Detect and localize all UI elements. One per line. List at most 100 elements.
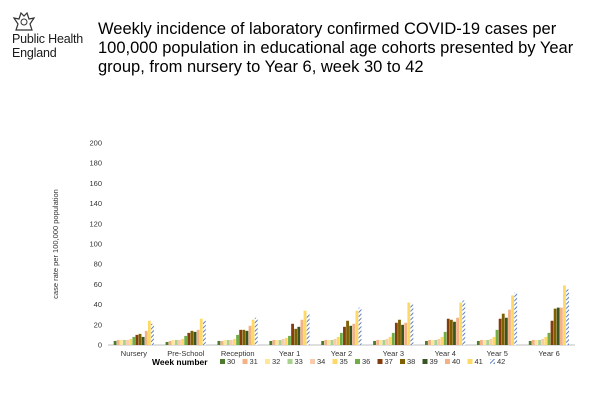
bar-reception-week-33: [226, 339, 230, 345]
bar-year-2-week-37: [343, 326, 346, 345]
bar-reception-week-42: [254, 317, 258, 345]
bar-nursery-week-34: [126, 339, 129, 345]
bar-year-5-week-37: [498, 318, 502, 345]
axes: 0 20 40 60 80 100 120 140 160 180 200 case rate per…: [51, 139, 575, 350]
bar-year-4-week-37: [446, 318, 450, 345]
y-tick-label: 140: [89, 199, 102, 208]
bar-nursery-week-40: [144, 330, 148, 345]
bar-year-6-week-30: [528, 340, 532, 345]
bar-nursery-week-33: [123, 339, 126, 345]
y-tick-label: 160: [89, 179, 102, 188]
org-name-line2: England: [12, 46, 57, 60]
bar-year-5-week-30: [476, 340, 480, 345]
legend: Week number 30 31 32 33 34 35 36 37 38 39 40 41 42: [152, 357, 505, 367]
y-tick-label: 40: [94, 300, 102, 309]
bar-year-2-week-33: [330, 339, 334, 345]
bar-year-4-week-32: [431, 339, 435, 345]
bar-year-1-week-30: [269, 340, 273, 345]
bar-year-4-week-42: [462, 300, 466, 345]
bar-year-3-week-38: [398, 319, 401, 345]
bar-nursery-week-42: [151, 323, 154, 345]
bar-year-2-week-40: [352, 323, 356, 345]
bar-year-4-week-39: [453, 321, 456, 345]
legend-label-week-36: 36: [362, 357, 370, 366]
bar-year-3-week-40: [404, 322, 408, 345]
legend-swatch-week-40: [445, 359, 450, 364]
x-category-label: Year 1: [279, 349, 300, 358]
bar-year-5-week-31: [480, 339, 483, 345]
bar-year-6-week-35: [544, 336, 548, 345]
bar-year-5-week-36: [495, 329, 499, 345]
bar-year-1-week-35: [284, 337, 288, 345]
bar-reception-week-31: [220, 340, 224, 345]
bar-year-3-week-41: [407, 302, 411, 345]
y-axis-label: case rate per 100,000 population: [51, 189, 60, 299]
bar-reception-week-41: [251, 319, 255, 345]
bar-year-4-week-41: [459, 302, 463, 345]
bar-pre-school-week-32: [171, 339, 175, 345]
legend-label-week-33: 33: [295, 357, 303, 366]
bar-year-2-week-34: [333, 338, 337, 345]
bar-year-4-week-36: [443, 331, 447, 345]
bar-year-6-week-31: [531, 339, 535, 345]
bar-year-6-week-36: [547, 332, 551, 345]
y-tick-label: 60: [94, 280, 102, 289]
y-tick-label: 200: [89, 139, 102, 148]
bar-year-4-week-30: [425, 340, 428, 345]
bar-reception-week-30: [217, 340, 221, 345]
legend-swatch-week-36: [355, 359, 360, 364]
bar-year-3-week-30: [373, 340, 376, 345]
bar-year-4-week-34: [437, 338, 441, 345]
x-category-label: Year 4: [435, 349, 456, 358]
legend-swatch-week-30: [220, 359, 225, 364]
bar-pre-school-week-31: [168, 340, 172, 345]
bar-year-5-week-33: [486, 339, 490, 345]
bars: [113, 285, 569, 345]
legend-title: Week number: [152, 357, 208, 367]
legend-label-week-40: 40: [452, 357, 460, 366]
bar-pre-school-week-38: [190, 330, 194, 345]
bar-year-5-week-40: [508, 309, 511, 345]
bar-year-6-week-41: [563, 285, 566, 345]
legend-swatch-week-42: [490, 359, 495, 364]
y-tick-label: 120: [89, 219, 102, 228]
y-tick-label: 80: [94, 260, 102, 269]
bar-year-6-week-37: [550, 320, 554, 345]
bar-year-2-week-35: [336, 336, 340, 345]
bar-year-5-week-35: [492, 336, 496, 345]
legend-label-week-35: 35: [340, 357, 348, 366]
legend-label-week-32: 32: [272, 357, 280, 366]
bar-year-1-week-32: [275, 339, 279, 345]
x-category-label: Pre-School: [167, 349, 204, 358]
bar-year-5-week-38: [501, 313, 505, 345]
bar-year-2-week-39: [349, 325, 353, 345]
bar-year-4-week-40: [456, 317, 459, 345]
bar-reception-week-39: [245, 330, 249, 345]
bar-year-1-week-39: [297, 326, 301, 345]
bar-year-6-week-34: [541, 338, 545, 345]
bar-nursery-week-35: [129, 338, 133, 345]
bar-pre-school-week-30: [165, 341, 169, 345]
legend-swatch-week-38: [400, 359, 405, 364]
bar-year-6-week-38: [553, 308, 557, 345]
bar-reception-week-35: [233, 338, 236, 345]
bar-pre-school-week-37: [187, 332, 191, 345]
bar-year-1-week-37: [291, 323, 294, 345]
x-category-label: Reception: [221, 349, 255, 358]
bar-year-2-week-32: [327, 339, 331, 345]
x-category-label: Year 6: [538, 349, 559, 358]
bar-year-3-week-37: [394, 322, 398, 345]
y-tick-label: 100: [89, 240, 102, 249]
bar-pre-school-week-36: [184, 335, 188, 345]
bar-nursery-week-30: [113, 340, 117, 345]
bar-year-5-week-42: [514, 292, 518, 345]
bar-year-3-week-39: [401, 324, 404, 345]
bar-pre-school-week-42: [202, 320, 206, 345]
legend-label-week-41: 41: [475, 357, 483, 366]
bar-year-2-week-36: [339, 332, 343, 345]
bar-year-3-week-34: [385, 338, 389, 345]
bar-year-1-week-41: [303, 310, 307, 345]
x-category-label: Year 2: [331, 349, 352, 358]
bar-year-2-week-41: [355, 310, 359, 345]
